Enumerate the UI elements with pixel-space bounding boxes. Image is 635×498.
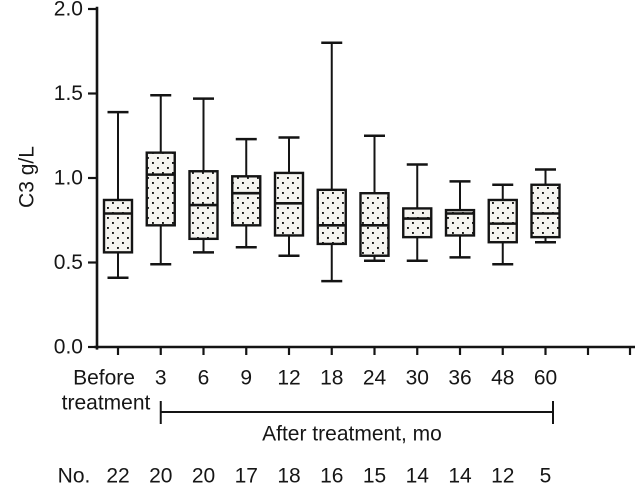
- x-tick-label: 36: [448, 367, 471, 390]
- y-tick-label: 0.5: [54, 251, 83, 274]
- iqr-box: [487, 198, 518, 244]
- x-tick-label: 18: [320, 367, 343, 390]
- x-tick-label-line1: Before: [73, 367, 135, 390]
- x-tick-label: 60: [534, 367, 557, 390]
- counts-row-label: No.: [58, 465, 91, 488]
- box-group-6: [188, 97, 219, 355]
- count-value: 17: [235, 465, 258, 488]
- y-tick-label: 1.0: [54, 167, 83, 190]
- box-group-before-treatment: [102, 110, 134, 355]
- box-group-9: [231, 137, 262, 355]
- box-group-12: [273, 136, 305, 355]
- box-group-3: [145, 93, 176, 355]
- y-tick-label: 2.0: [54, 0, 83, 21]
- iqr-box: [402, 207, 433, 239]
- iqr-box: [530, 183, 561, 239]
- iqr-box: [316, 188, 347, 246]
- box-group-30: [402, 163, 433, 355]
- x-tick-label: 12: [277, 367, 300, 390]
- box-group-36: [444, 180, 476, 355]
- count-value: 16: [320, 465, 343, 488]
- count-value: 18: [277, 465, 300, 488]
- iqr-box: [145, 151, 176, 227]
- count-value: 14: [448, 465, 472, 488]
- count-value: 14: [406, 465, 430, 488]
- box-group-24: [359, 134, 390, 355]
- count-value: 15: [363, 465, 386, 488]
- count-value: 20: [149, 465, 172, 488]
- count-value: 22: [106, 465, 129, 488]
- count-value: 5: [540, 465, 552, 488]
- after-treatment-label: After treatment, mo: [262, 423, 442, 446]
- x-tick-label: 48: [491, 367, 514, 390]
- iqr-box: [102, 198, 134, 254]
- x-tick-label: 24: [363, 367, 387, 390]
- y-tick-label: 1.5: [54, 82, 83, 105]
- count-value: 20: [192, 465, 215, 488]
- x-tick-label: 6: [198, 367, 210, 390]
- x-tick-label: 9: [240, 367, 252, 390]
- x-tick-label: 30: [406, 367, 429, 390]
- y-axis-title: C3 g/L: [16, 146, 39, 208]
- y-tick-label: 0.0: [54, 336, 83, 359]
- box-group-60: [530, 168, 561, 355]
- box-group-48: [487, 183, 518, 355]
- count-value: 12: [491, 465, 514, 488]
- box-group-18: [316, 41, 347, 355]
- iqr-box: [231, 175, 262, 227]
- after-treatment-bracket: [159, 401, 554, 424]
- x-tick-label-line2: treatment: [62, 392, 151, 415]
- x-tick-label: 3: [155, 367, 167, 390]
